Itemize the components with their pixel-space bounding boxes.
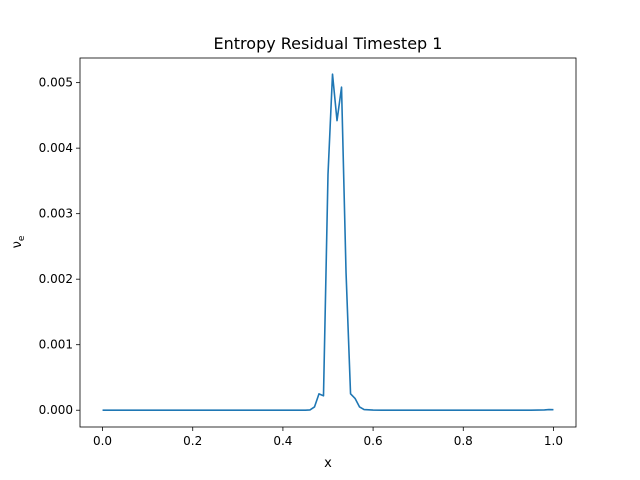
y-tick-label: 0.002 <box>39 272 73 286</box>
x-tick-label: 0.8 <box>454 434 473 448</box>
y-tick-label: 0.005 <box>39 76 73 90</box>
plot-area <box>79 57 577 428</box>
x-axis-label: x <box>324 456 332 471</box>
x-tick-label: 0.6 <box>364 434 383 448</box>
x-tick-label: 0.0 <box>93 434 112 448</box>
y-axis-ticks: 0.000 0.001 0.002 0.003 0.004 0.005 <box>39 76 80 417</box>
y-axis-label-base: ν <box>10 241 25 248</box>
y-axis-label: νe <box>10 235 27 248</box>
y-axis-label-subscript: e <box>17 235 27 241</box>
x-tick-label: 0.4 <box>273 434 292 448</box>
x-tick-label: 1.0 <box>544 434 563 448</box>
y-tick-label: 0.000 <box>39 403 73 417</box>
y-tick-label: 0.001 <box>39 338 73 352</box>
series-layer <box>102 73 554 412</box>
plot-frame <box>79 57 577 428</box>
y-tick-label: 0.003 <box>39 207 73 221</box>
x-tick-label: 0.2 <box>183 434 202 448</box>
x-axis-ticks: 0.0 0.2 0.4 0.6 0.8 1.0 <box>93 427 563 448</box>
series-line <box>102 73 554 412</box>
chart-title: Entropy Residual Timestep 1 <box>214 34 443 53</box>
y-tick-label: 0.004 <box>39 141 73 155</box>
